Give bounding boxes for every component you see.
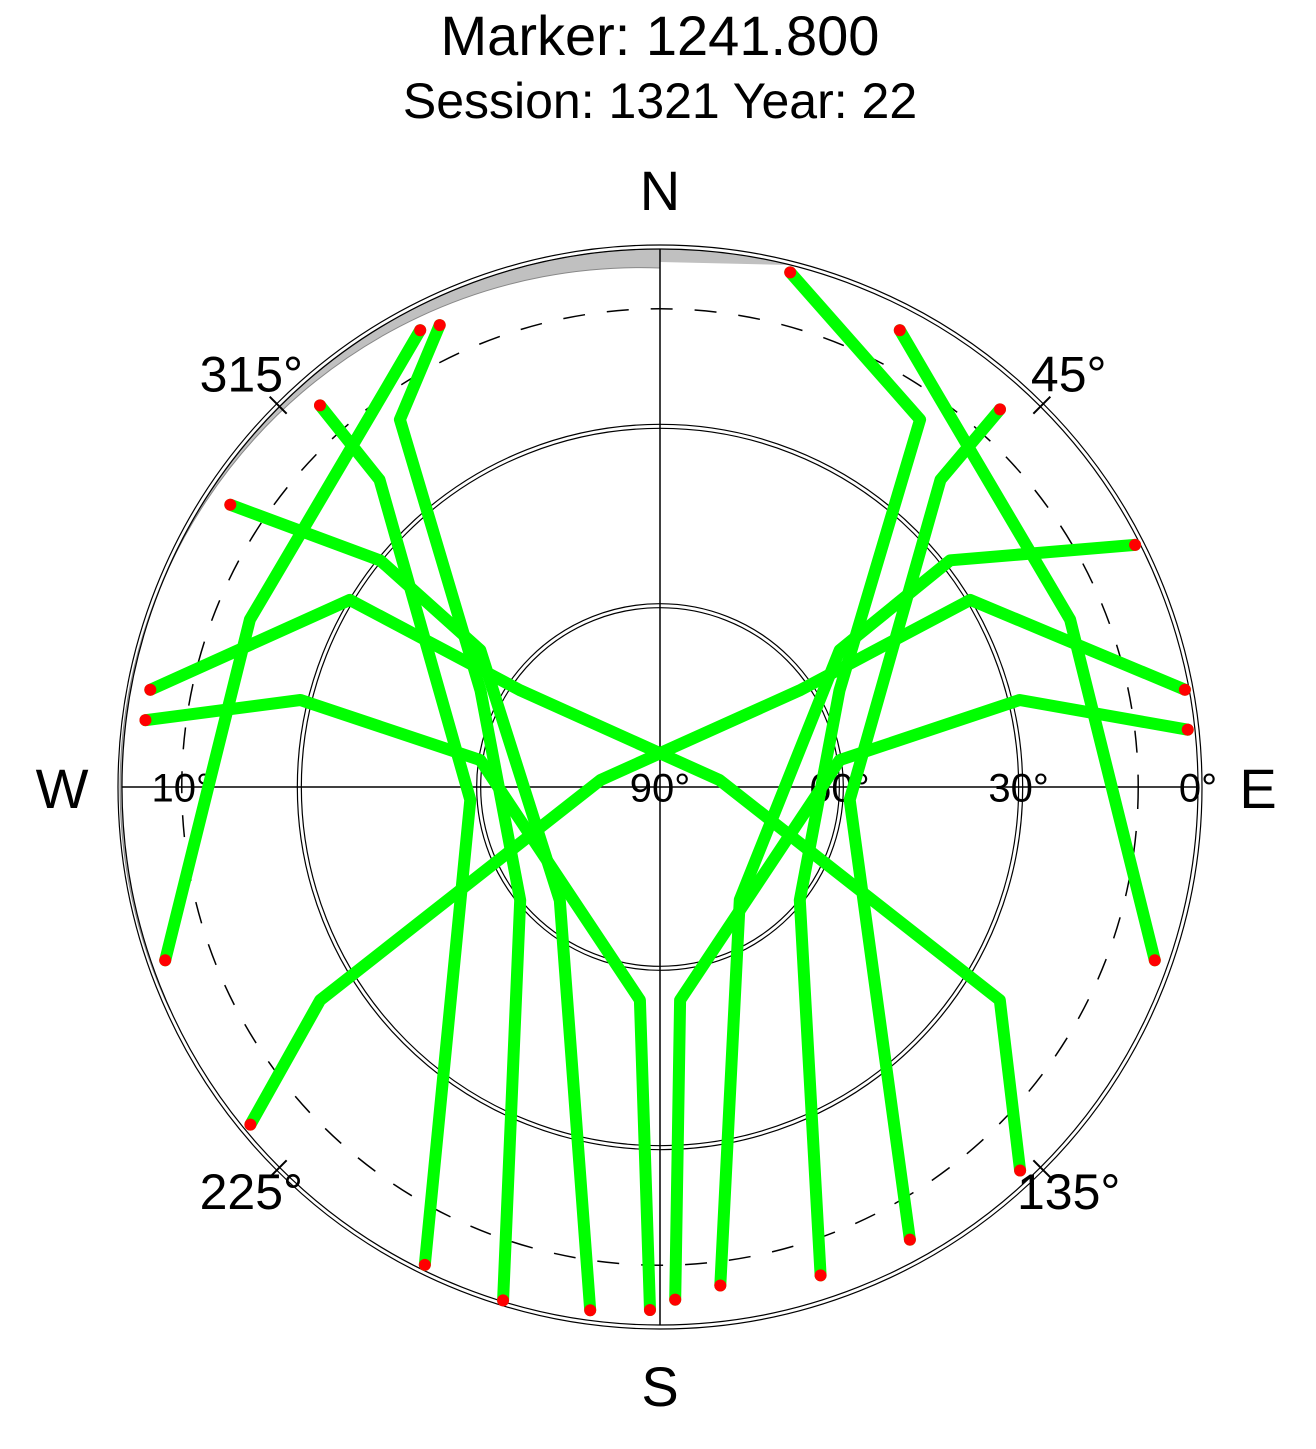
track-endpoint (643, 1303, 656, 1316)
r-tick-label: 0° (1179, 767, 1217, 811)
track-endpoint (244, 1118, 257, 1131)
track-endpoint (903, 1233, 916, 1246)
track-endpoint (497, 1294, 510, 1307)
track-endpoint (714, 1279, 727, 1292)
track-endpoint (314, 399, 327, 412)
satellite-track (784, 266, 927, 1282)
chart-subtitle: Session: 1321 Year: 22 (403, 73, 917, 129)
compass-label: N (640, 159, 680, 222)
grid-circle (117, 244, 1203, 1330)
az-tick-label: 135° (1017, 1164, 1120, 1220)
track-endpoint (433, 319, 446, 332)
track-endpoint (893, 324, 906, 337)
az-tick (1032, 395, 1052, 415)
compass-label: W (36, 757, 89, 820)
track-endpoint (414, 324, 427, 337)
track-endpoint (1178, 683, 1191, 696)
satellite-track (669, 694, 1194, 1306)
compass-label: S (641, 1355, 678, 1418)
compass-label: E (1239, 757, 1276, 820)
track-endpoint (1148, 954, 1161, 967)
az-tick (268, 395, 288, 415)
track-endpoint (993, 403, 1006, 416)
track-endpoint (418, 1258, 431, 1271)
r-tick-label: 30° (988, 767, 1049, 811)
satellite-track (714, 538, 1142, 1292)
az-tick-label: 315° (200, 346, 303, 402)
satellite-track (139, 694, 656, 1316)
satellite-track (159, 324, 427, 967)
satellite-track (893, 324, 1161, 967)
az-tick (1032, 1159, 1052, 1179)
az-tick-label: 225° (200, 1164, 303, 1220)
track-endpoint (669, 1293, 682, 1306)
chart-title: Marker: 1241.800 (441, 4, 880, 67)
satellite-track (144, 593, 1027, 1177)
track-endpoint (1181, 723, 1194, 736)
track-endpoint (1014, 1164, 1027, 1177)
satellite-track (244, 593, 1191, 1131)
track-endpoint (144, 683, 157, 696)
track-endpoint (814, 1269, 827, 1282)
az-tick-label: 45° (1031, 346, 1107, 402)
track-endpoint (139, 714, 152, 727)
satellite-track (393, 319, 527, 1307)
satellite-track (843, 403, 1006, 1246)
satellite-track (314, 399, 477, 1271)
track-endpoint (584, 1304, 597, 1317)
track-endpoint (784, 266, 797, 279)
track-endpoint (224, 498, 237, 511)
horizon-mask (660, 249, 790, 265)
track-endpoint (159, 954, 172, 967)
track-endpoint (1129, 538, 1142, 551)
satellite-track (224, 498, 597, 1317)
az-tick (268, 1159, 288, 1179)
